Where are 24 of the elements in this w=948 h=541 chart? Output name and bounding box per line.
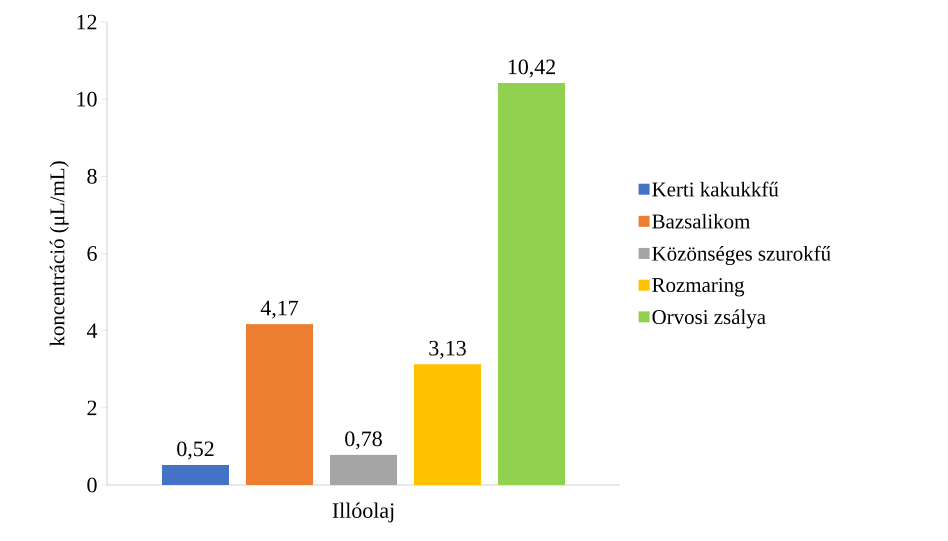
data-label: 10,42 xyxy=(508,59,555,78)
y-tick-label: 6 xyxy=(87,246,97,261)
y-tick-label: 10 xyxy=(77,92,97,107)
y-axis-title: koncentráció (μL/mL) xyxy=(50,161,69,346)
bar xyxy=(414,364,482,485)
data-label: 3,13 xyxy=(429,340,466,359)
bar xyxy=(246,324,314,485)
y-tick-label: 2 xyxy=(87,400,96,416)
y-tick-label: 4 xyxy=(86,323,98,338)
legend-label: Közönséges szurokfű xyxy=(652,246,831,266)
data-label: 0,52 xyxy=(177,441,214,460)
bar xyxy=(498,82,566,485)
legend-label: Bazsalikom xyxy=(652,214,750,229)
bar xyxy=(330,454,398,485)
bar xyxy=(162,464,230,485)
y-tick-label: 0 xyxy=(87,478,97,492)
data-label: 4,17 xyxy=(260,300,298,319)
data-label: 0,78 xyxy=(345,431,382,450)
x-tick-label: Illóolaj xyxy=(332,502,394,522)
y-tick-label: 8 xyxy=(87,168,97,184)
legend-label: Orvosi zsálya xyxy=(652,309,766,328)
y-tick-label: 12 xyxy=(77,14,96,30)
legend-label: Kerti kakukkfű xyxy=(652,182,778,197)
legend-label: Rozmaring xyxy=(652,278,744,296)
